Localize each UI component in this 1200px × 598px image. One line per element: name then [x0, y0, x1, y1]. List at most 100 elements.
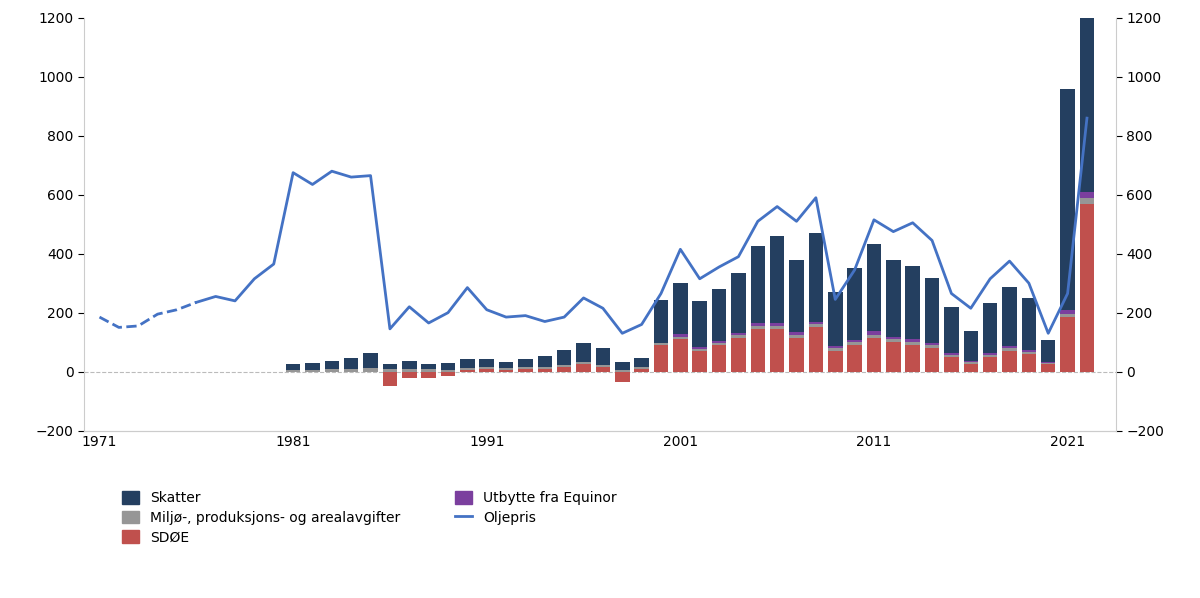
Bar — [595, 367, 610, 371]
Bar — [886, 260, 900, 337]
Bar — [421, 364, 436, 369]
Bar — [595, 348, 610, 365]
Bar — [576, 362, 590, 364]
Bar — [906, 345, 920, 371]
Bar — [538, 367, 552, 368]
Bar — [770, 323, 785, 326]
Bar — [1021, 354, 1036, 371]
Bar — [847, 345, 862, 371]
Bar — [518, 367, 533, 369]
Bar — [692, 347, 707, 349]
Bar — [383, 369, 397, 371]
Bar — [557, 350, 571, 365]
Bar — [1080, 199, 1094, 203]
Bar — [847, 343, 862, 345]
Bar — [518, 369, 533, 371]
Bar — [692, 349, 707, 351]
Bar — [460, 359, 475, 368]
Bar — [324, 361, 340, 369]
Bar — [750, 326, 766, 329]
Bar — [635, 358, 649, 367]
Bar — [402, 361, 416, 369]
Bar — [847, 340, 862, 343]
Bar — [770, 329, 785, 371]
Bar — [983, 355, 997, 357]
Bar — [1061, 310, 1075, 313]
Bar — [635, 367, 649, 369]
Bar — [440, 370, 455, 371]
Bar — [480, 367, 494, 369]
Bar — [712, 341, 726, 343]
Bar — [790, 335, 804, 338]
Bar — [305, 364, 319, 370]
Bar — [809, 322, 823, 325]
Bar — [906, 343, 920, 345]
Bar — [440, 371, 455, 376]
Bar — [866, 331, 881, 335]
Bar — [1080, 192, 1094, 199]
Bar — [673, 334, 688, 337]
Bar — [402, 369, 416, 371]
Bar — [480, 359, 494, 367]
Bar — [925, 348, 940, 371]
Bar — [305, 370, 319, 371]
Bar — [499, 370, 514, 371]
Bar — [518, 359, 533, 367]
Bar — [964, 362, 978, 364]
Bar — [616, 370, 630, 371]
Bar — [1002, 286, 1016, 346]
Bar — [964, 361, 978, 362]
Bar — [576, 364, 590, 371]
Bar — [790, 332, 804, 335]
Bar — [866, 335, 881, 338]
Bar — [673, 337, 688, 339]
Bar — [731, 338, 745, 371]
Bar — [712, 345, 726, 371]
Bar — [983, 303, 997, 353]
Bar — [712, 289, 726, 341]
Bar — [1080, 203, 1094, 371]
Bar — [383, 371, 397, 386]
Bar — [1002, 348, 1016, 351]
Bar — [886, 342, 900, 371]
Bar — [944, 307, 959, 353]
Bar — [828, 351, 842, 371]
Bar — [673, 283, 688, 334]
Bar — [692, 351, 707, 371]
Bar — [750, 329, 766, 371]
Bar — [538, 356, 552, 367]
Bar — [1021, 352, 1036, 354]
Bar — [866, 245, 881, 331]
Bar — [1021, 298, 1036, 350]
Bar — [964, 331, 978, 361]
Bar — [731, 335, 745, 338]
Bar — [364, 368, 378, 371]
Bar — [499, 362, 514, 368]
Bar — [886, 340, 900, 342]
Bar — [944, 353, 959, 355]
Bar — [402, 371, 416, 377]
Bar — [983, 357, 997, 371]
Bar — [1061, 313, 1075, 317]
Bar — [731, 333, 745, 335]
Bar — [654, 343, 668, 345]
Bar — [557, 367, 571, 371]
Bar — [1080, 0, 1094, 192]
Bar — [964, 364, 978, 371]
Bar — [692, 301, 707, 347]
Bar — [944, 357, 959, 371]
Bar — [925, 278, 940, 343]
Bar — [421, 369, 436, 371]
Bar — [344, 358, 359, 368]
Bar — [557, 365, 571, 367]
Bar — [809, 233, 823, 322]
Bar — [750, 323, 766, 326]
Bar — [983, 353, 997, 355]
Bar — [906, 266, 920, 340]
Bar — [790, 260, 804, 332]
Bar — [421, 371, 436, 377]
Bar — [866, 338, 881, 371]
Bar — [538, 368, 552, 371]
Bar — [595, 365, 610, 367]
Bar — [1002, 351, 1016, 371]
